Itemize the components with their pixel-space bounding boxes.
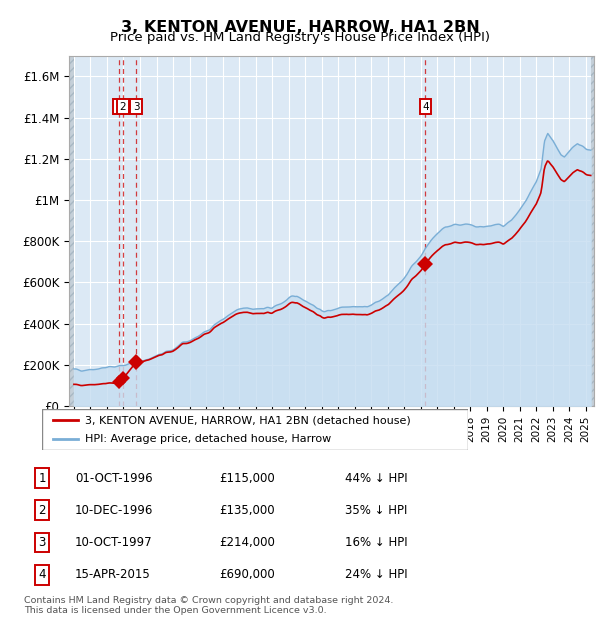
Text: 3, KENTON AVENUE, HARROW, HA1 2BN (detached house): 3, KENTON AVENUE, HARROW, HA1 2BN (detac… (85, 415, 410, 425)
Text: 24% ↓ HPI: 24% ↓ HPI (345, 569, 407, 581)
Text: 44% ↓ HPI: 44% ↓ HPI (345, 472, 407, 484)
Text: HPI: Average price, detached house, Harrow: HPI: Average price, detached house, Harr… (85, 435, 331, 445)
Text: 35% ↓ HPI: 35% ↓ HPI (345, 504, 407, 516)
Text: £135,000: £135,000 (219, 504, 275, 516)
Text: Contains HM Land Registry data © Crown copyright and database right 2024.
This d: Contains HM Land Registry data © Crown c… (24, 596, 394, 615)
Text: 1: 1 (38, 472, 46, 484)
Text: 4: 4 (422, 102, 429, 112)
Text: 2: 2 (38, 504, 46, 516)
FancyBboxPatch shape (42, 409, 468, 450)
Bar (590, 56, 594, 406)
Text: £115,000: £115,000 (219, 472, 275, 484)
Text: 01-OCT-1996: 01-OCT-1996 (75, 472, 152, 484)
Text: Price paid vs. HM Land Registry's House Price Index (HPI): Price paid vs. HM Land Registry's House … (110, 31, 490, 44)
Text: 3, KENTON AVENUE, HARROW, HA1 2BN: 3, KENTON AVENUE, HARROW, HA1 2BN (121, 20, 479, 35)
Text: 3: 3 (133, 102, 140, 112)
Text: 10-OCT-1997: 10-OCT-1997 (75, 536, 152, 549)
Text: 2: 2 (119, 102, 126, 112)
Text: 10-DEC-1996: 10-DEC-1996 (75, 504, 154, 516)
Text: 15-APR-2015: 15-APR-2015 (75, 569, 151, 581)
Text: £214,000: £214,000 (219, 536, 275, 549)
Text: 3: 3 (38, 536, 46, 549)
Text: 1: 1 (116, 102, 122, 112)
Bar (69, 56, 74, 406)
Text: £690,000: £690,000 (219, 569, 275, 581)
Text: 4: 4 (38, 569, 46, 581)
Text: 16% ↓ HPI: 16% ↓ HPI (345, 536, 407, 549)
